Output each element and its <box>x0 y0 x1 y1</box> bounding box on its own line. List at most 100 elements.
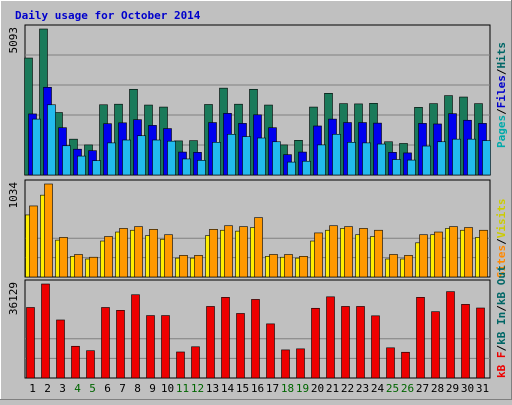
bar-pages-day-18 <box>287 161 296 176</box>
panel-bottom: 36129 <box>7 279 491 379</box>
bar-sites-day-18 <box>284 254 293 278</box>
x-tick-label-3: 3 <box>59 382 66 395</box>
bar-sites-day-9 <box>149 229 158 278</box>
x-tick-label-23: 23 <box>356 382 369 395</box>
x-tick-label-22: 22 <box>341 382 354 395</box>
bar-kb-f-day-4 <box>71 345 80 379</box>
bar-pages-day-16 <box>257 137 266 176</box>
x-tick-label-4: 4 <box>74 382 81 395</box>
bar-kb-f-day-11 <box>176 351 185 379</box>
bar-pages-day-10 <box>167 140 176 176</box>
bar-kb-f-day-27 <box>416 297 425 379</box>
bar-pages-day-5 <box>92 160 101 176</box>
chart-panels: 5093 1034 36129 <box>7 24 491 379</box>
bar-kb-f-day-7 <box>116 310 125 379</box>
bar-pages-day-6 <box>107 142 116 176</box>
bar-sites-day-3 <box>59 237 68 278</box>
bar-pages-day-2 <box>47 104 56 176</box>
x-tick-label-26: 26 <box>401 382 414 395</box>
bar-sites-day-2 <box>44 183 53 278</box>
bar-kb-f-day-5 <box>86 350 95 379</box>
bar-pages-day-19 <box>302 160 311 176</box>
legend-kbin: kB In <box>495 312 508 345</box>
bar-sites-day-10 <box>164 234 173 278</box>
bar-kb-f-day-2 <box>41 283 50 379</box>
legend-kbf: kB F <box>495 352 508 379</box>
bar-sites-day-13 <box>209 229 218 278</box>
bar-kb-f-day-1 <box>26 307 35 379</box>
bar-sites-day-31 <box>479 229 488 278</box>
x-tick-label-29: 29 <box>446 382 459 395</box>
bar-kb-f-day-19 <box>296 348 305 379</box>
legend-sep-5: / <box>495 305 508 312</box>
bar-sites-day-5 <box>89 256 98 278</box>
bar-sites-day-30 <box>464 227 473 278</box>
x-tick-label-7: 7 <box>119 382 126 395</box>
x-tick-label-15: 15 <box>236 382 249 395</box>
legend-top: Pages/Files/Hits <box>495 42 508 148</box>
x-tick-label-11: 11 <box>176 382 189 395</box>
legend-visits: Visits <box>495 199 508 239</box>
bar-sites-day-24 <box>374 229 383 278</box>
legend-sep-3: / <box>495 238 508 245</box>
x-tick-label-20: 20 <box>311 382 324 395</box>
x-tick-label-17: 17 <box>266 382 279 395</box>
bar-kb-f-day-13 <box>206 306 215 379</box>
bar-pages-day-15 <box>242 136 251 176</box>
bar-kb-f-day-23 <box>356 306 365 379</box>
bar-sites-day-29 <box>449 226 458 278</box>
legend-pages: Pages <box>495 115 508 148</box>
bar-sites-day-14 <box>224 225 233 278</box>
legend-sep-1: / <box>495 108 508 115</box>
bar-sites-day-12 <box>194 255 203 278</box>
x-tick-label-30: 30 <box>461 382 474 395</box>
y-max-label-top: 5093 <box>7 27 20 54</box>
bar-pages-day-23 <box>362 142 371 176</box>
x-tick-label-21: 21 <box>326 382 339 395</box>
bar-pages-day-24 <box>377 143 386 176</box>
bar-kb-f-day-10 <box>161 315 170 379</box>
bar-sites-day-4 <box>74 254 83 278</box>
bar-sites-day-19 <box>299 256 308 278</box>
y-max-label-middle: 1034 <box>7 182 20 209</box>
y-max-label-bottom: 36129 <box>7 282 20 315</box>
bar-kb-f-day-14 <box>221 297 230 379</box>
bar-sites-day-1 <box>29 205 38 278</box>
bar-sites-day-25 <box>389 254 398 278</box>
bar-kb-f-day-29 <box>446 291 455 379</box>
bar-sites-day-21 <box>329 225 338 278</box>
bar-pages-day-29 <box>452 138 461 176</box>
bar-kb-f-day-16 <box>251 299 260 379</box>
bar-kb-f-day-22 <box>341 306 350 379</box>
bar-sites-day-27 <box>419 234 428 278</box>
bar-pages-day-28 <box>437 141 446 176</box>
bar-sites-day-23 <box>359 228 368 278</box>
bar-pages-day-22 <box>347 142 356 176</box>
bar-pages-day-26 <box>407 159 416 176</box>
bar-kb-f-day-8 <box>131 294 140 379</box>
bar-kb-f-day-15 <box>236 313 245 379</box>
bar-kb-f-day-9 <box>146 315 155 379</box>
bar-kb-f-day-31 <box>476 307 485 379</box>
bar-pages-day-3 <box>62 145 71 176</box>
legend-bottom: kB F/kB In/kB Out <box>495 265 508 378</box>
bar-pages-day-11 <box>182 158 191 176</box>
bar-pages-day-25 <box>392 159 401 176</box>
x-tick-label-1: 1 <box>29 382 36 395</box>
x-tick-label-25: 25 <box>386 382 399 395</box>
x-tick-label-28: 28 <box>431 382 444 395</box>
x-tick-label-5: 5 <box>89 382 96 395</box>
bar-pages-day-9 <box>152 139 161 176</box>
legend-sep-2: / <box>495 68 508 75</box>
legend-files: Files <box>495 75 508 108</box>
x-tick-label-27: 27 <box>416 382 429 395</box>
bar-kb-f-day-12 <box>191 346 200 379</box>
bar-kb-f-day-6 <box>101 307 110 379</box>
x-tick-label-16: 16 <box>251 382 264 395</box>
bar-pages-day-4 <box>77 155 86 176</box>
x-tick-label-2: 2 <box>44 382 51 395</box>
panel-top: 5093 <box>7 24 491 176</box>
bar-pages-day-7 <box>122 139 131 176</box>
